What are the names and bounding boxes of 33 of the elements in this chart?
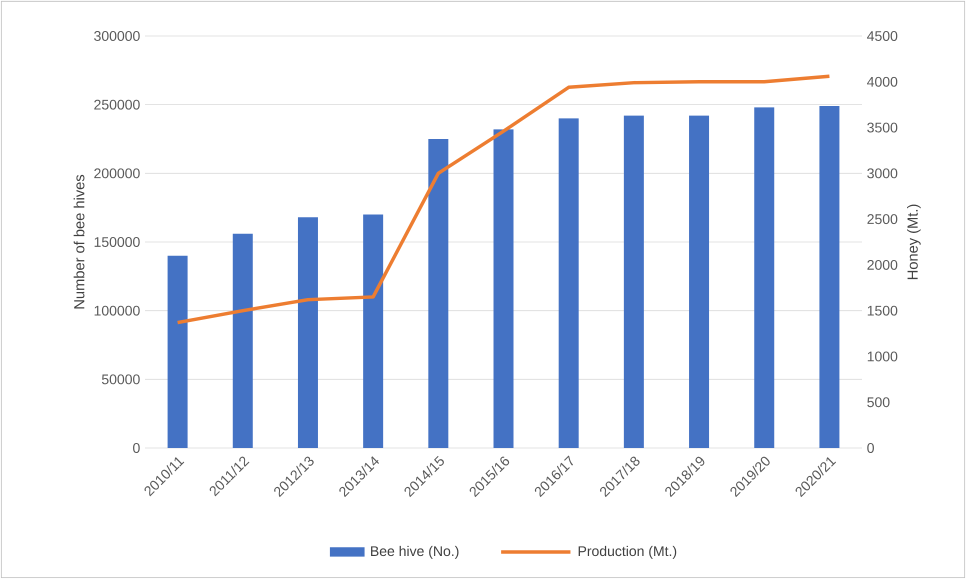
y-tick-label: 250000 xyxy=(94,100,140,110)
bar xyxy=(168,256,188,448)
bar xyxy=(558,118,579,448)
bar xyxy=(298,217,318,448)
y2-tick-label: 4000 xyxy=(867,76,898,87)
y2-tick-label: 0 xyxy=(867,443,874,453)
bar xyxy=(754,107,774,448)
y-tick-label: 150000 xyxy=(94,237,140,247)
y-tick-label: 200000 xyxy=(94,168,140,178)
bar xyxy=(232,234,253,448)
y2-tick-label: 3500 xyxy=(867,122,898,133)
y2-tick-label: 1500 xyxy=(868,306,898,316)
y2-tick-label: 1000 xyxy=(868,352,898,362)
y-tick-label: 50000 xyxy=(102,374,140,384)
y-tick-label: 100000 xyxy=(94,306,140,316)
y2-tick-label: 4500 xyxy=(867,31,898,41)
y-axis-title: Number of bee hives xyxy=(74,174,84,308)
y-tick-label: 0 xyxy=(133,443,140,453)
y-tick-label: 300000 xyxy=(94,31,140,41)
bar xyxy=(428,139,448,448)
legend-label: Bee hive (No.) xyxy=(371,546,458,559)
bar xyxy=(819,106,840,448)
y2-tick-label: 2000 xyxy=(867,260,898,270)
line-series xyxy=(176,74,832,324)
y2-tick-label: 2500 xyxy=(867,214,898,224)
bar xyxy=(363,214,384,448)
y2-tick-label: 3000 xyxy=(867,168,898,178)
bar xyxy=(689,116,710,448)
y2-tick-label: 500 xyxy=(867,397,890,408)
bar xyxy=(494,129,514,448)
legend-label: Production (Mt.) xyxy=(578,546,676,559)
bar xyxy=(624,116,644,448)
y2-axis-title: Honey (Mt.) xyxy=(907,204,921,280)
